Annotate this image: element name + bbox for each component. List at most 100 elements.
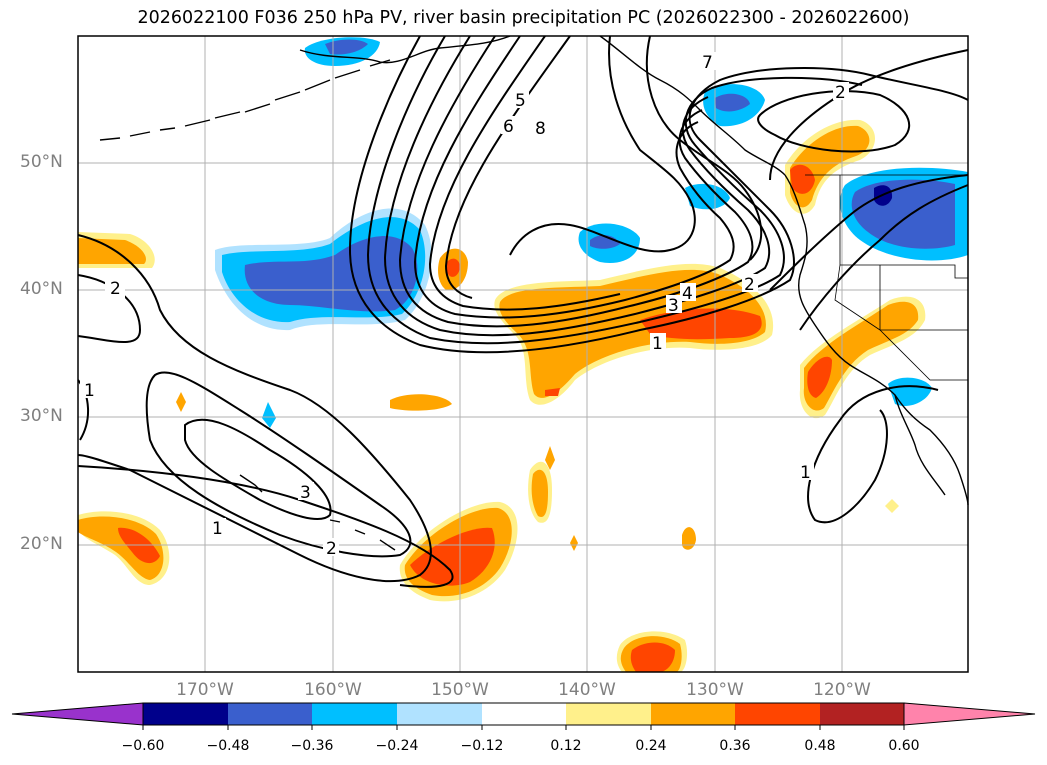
pv-contour [509, 35, 696, 256]
precip-positive-areas [78, 119, 926, 672]
colorbar-bin [312, 703, 397, 725]
lat-label-20n: 20°N [20, 534, 63, 554]
colorbar-extend-low [11, 702, 144, 726]
precip-area-california-pos [803, 301, 919, 411]
pv-contour [383, 35, 771, 337]
colorbar-tick-label: −0.36 [290, 738, 334, 754]
precip-area-northwest-pos [78, 238, 146, 264]
colorbar-frame [142, 702, 905, 726]
contour-label: 1 [652, 334, 663, 354]
lon-label-170w: 170°W [176, 680, 234, 700]
precip-area-bc-coast-neg [685, 183, 730, 210]
contour-label: 7 [702, 53, 713, 73]
pv-contour [184, 418, 332, 520]
aleutian-islands [99, 59, 391, 141]
precip-area-small-pos [682, 527, 696, 550]
precip-area-small-neg [262, 402, 276, 428]
precip-area-aleutian-neg [325, 39, 368, 55]
colorbar-bin [397, 703, 482, 725]
lon-label-150w: 150°W [431, 680, 489, 700]
contour-label: 3 [668, 296, 679, 316]
colorbar-tick-label: 0.36 [719, 738, 751, 754]
pv-contour [428, 35, 621, 311]
pv-contour [398, 35, 754, 328]
colorbar-tick-label: −0.48 [206, 738, 250, 754]
lat-label-50n: 50°N [20, 152, 63, 172]
lon-label-140w: 140°W [558, 680, 616, 700]
colorbar-bin [228, 703, 312, 725]
colorbar-tick-label: −0.12 [460, 738, 504, 754]
contour-label: 1 [84, 381, 95, 401]
precip-area-central-pacific-neg [244, 236, 418, 312]
colorbar-tick-label: −0.24 [375, 738, 419, 754]
pv-contour [799, 184, 969, 331]
lon-label-160w: 160°W [304, 680, 362, 700]
contour-label: 1 [212, 519, 223, 539]
precip-area-south-pos [630, 642, 675, 672]
baja-coastline [894, 394, 946, 496]
precip-area-small-pos [570, 535, 578, 551]
pv-contour [145, 371, 412, 558]
precip-area-socal-neg [888, 377, 932, 407]
precip-area-bc-coast-pos [790, 164, 815, 194]
precip-area-small-pos [885, 499, 899, 513]
pv-contour [769, 174, 969, 291]
contour-label: 1 [800, 463, 811, 483]
contour-label: 4 [682, 284, 693, 304]
colorbar-ticks [142, 725, 905, 730]
pv-contour [807, 385, 939, 524]
precip-area-alaska-panhandle-neg [715, 93, 750, 112]
precip-area-east-pacific-pos [499, 269, 766, 398]
precip-area-tropics-pos [531, 469, 548, 517]
colorbar-bin [143, 703, 228, 725]
precip-area-hawaii-pos [410, 527, 495, 586]
precip-area-west-pos [78, 516, 164, 580]
colorbar-bin [566, 703, 651, 725]
precip-area-east-pacific-pos [640, 308, 762, 340]
contour-label: 6 [503, 117, 514, 137]
coastlines [99, 35, 969, 551]
political-borders [805, 174, 968, 381]
map-frame [77, 35, 969, 673]
lon-label-120w: 120°W [813, 680, 871, 700]
pv-contour [413, 35, 735, 319]
colorbar-extend-high [903, 702, 1036, 726]
colorbar [11, 702, 1036, 730]
colorbar-bin [651, 703, 735, 725]
pv-contour [444, 35, 571, 299]
pv-contour-labels: 2 1 1 3 2 1 3 4 2 5 6 8 7 2 1 [80, 52, 849, 559]
contour-label: 2 [326, 539, 337, 559]
precip-area-small-pos [390, 394, 452, 411]
contour-label: 2 [110, 279, 121, 299]
pv-contour [366, 35, 863, 345]
map-title: 2026022100 F036 250 hPa PV, river basin … [137, 8, 910, 28]
contour-label: 2 [835, 83, 846, 103]
precip-area-small-pos [176, 392, 186, 412]
colorbar-tick-label: 0.48 [804, 738, 836, 754]
alaska-coastline [299, 35, 511, 64]
colorbar-bin [820, 703, 904, 725]
pv-contour [77, 234, 432, 583]
pv-contour [348, 35, 969, 354]
precip-area-mid-pacific-pos [447, 258, 460, 277]
contour-label: 5 [515, 91, 526, 111]
north-america-west-coastline [784, 174, 969, 506]
contour-label: 3 [300, 483, 311, 503]
colorbar-tick-label: 0.60 [888, 738, 920, 754]
lat-label-40n: 40°N [20, 279, 63, 299]
pv-contour [77, 465, 454, 588]
precip-area-california-pos [807, 356, 832, 398]
precip-area-small-pos [545, 446, 555, 470]
colorbar-tick-label: 0.24 [635, 738, 667, 754]
precip-area-east-pacific-pos [545, 388, 560, 396]
pv-contour [645, 35, 763, 261]
precip-negative-areas [215, 37, 968, 428]
state-borders [834, 175, 968, 381]
colorbar-bin [482, 703, 566, 725]
lat-label-30n: 30°N [20, 406, 63, 426]
map-panel [77, 35, 969, 673]
colorbar-tick-label: 0.12 [550, 738, 582, 754]
hawaiian-islands [239, 474, 396, 551]
colorbar-bin [735, 703, 820, 725]
pv-contour [757, 90, 911, 153]
